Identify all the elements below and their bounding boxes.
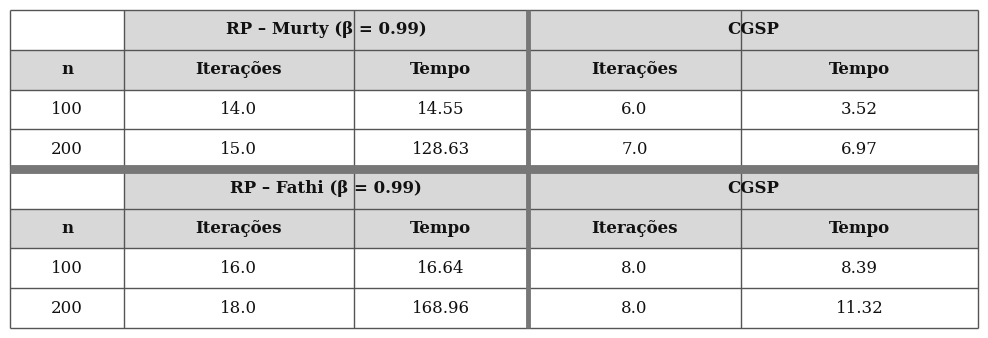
- Text: Tempo: Tempo: [410, 61, 471, 78]
- Text: CGSP: CGSP: [727, 22, 779, 39]
- Text: 6.97: 6.97: [841, 141, 878, 158]
- Polygon shape: [10, 10, 124, 50]
- Text: 6.0: 6.0: [621, 101, 647, 118]
- Polygon shape: [10, 169, 124, 209]
- Text: 14.0: 14.0: [220, 101, 258, 118]
- Text: Tempo: Tempo: [410, 220, 471, 237]
- Text: 15.0: 15.0: [220, 141, 257, 158]
- Text: 200: 200: [51, 299, 83, 316]
- Text: n: n: [61, 61, 73, 78]
- Text: 168.96: 168.96: [412, 299, 469, 316]
- Text: 8.39: 8.39: [841, 260, 878, 277]
- Text: 16.0: 16.0: [220, 260, 257, 277]
- Text: 11.32: 11.32: [836, 299, 883, 316]
- Text: CGSP: CGSP: [727, 180, 779, 197]
- Text: Tempo: Tempo: [829, 220, 890, 237]
- Text: 100: 100: [51, 101, 83, 118]
- Text: Iterações: Iterações: [591, 220, 678, 237]
- Text: 7.0: 7.0: [621, 141, 648, 158]
- Text: 14.55: 14.55: [417, 101, 464, 118]
- Text: Iterações: Iterações: [196, 61, 283, 78]
- Text: Iterações: Iterações: [591, 61, 678, 78]
- Text: n: n: [61, 220, 73, 237]
- Text: Iterações: Iterações: [196, 220, 283, 237]
- Text: Tempo: Tempo: [829, 61, 890, 78]
- Text: 200: 200: [51, 141, 83, 158]
- Polygon shape: [10, 169, 978, 209]
- Polygon shape: [10, 50, 978, 90]
- Text: RP – Murty (β = 0.99): RP – Murty (β = 0.99): [225, 22, 427, 39]
- Text: 16.64: 16.64: [417, 260, 464, 277]
- Text: 8.0: 8.0: [621, 299, 648, 316]
- Text: 8.0: 8.0: [621, 260, 648, 277]
- Text: RP – Fathi (β = 0.99): RP – Fathi (β = 0.99): [230, 180, 422, 197]
- Polygon shape: [10, 10, 978, 50]
- Text: 100: 100: [51, 260, 83, 277]
- Text: 18.0: 18.0: [220, 299, 258, 316]
- Text: 128.63: 128.63: [412, 141, 470, 158]
- Text: 3.52: 3.52: [841, 101, 878, 118]
- Polygon shape: [10, 209, 978, 248]
